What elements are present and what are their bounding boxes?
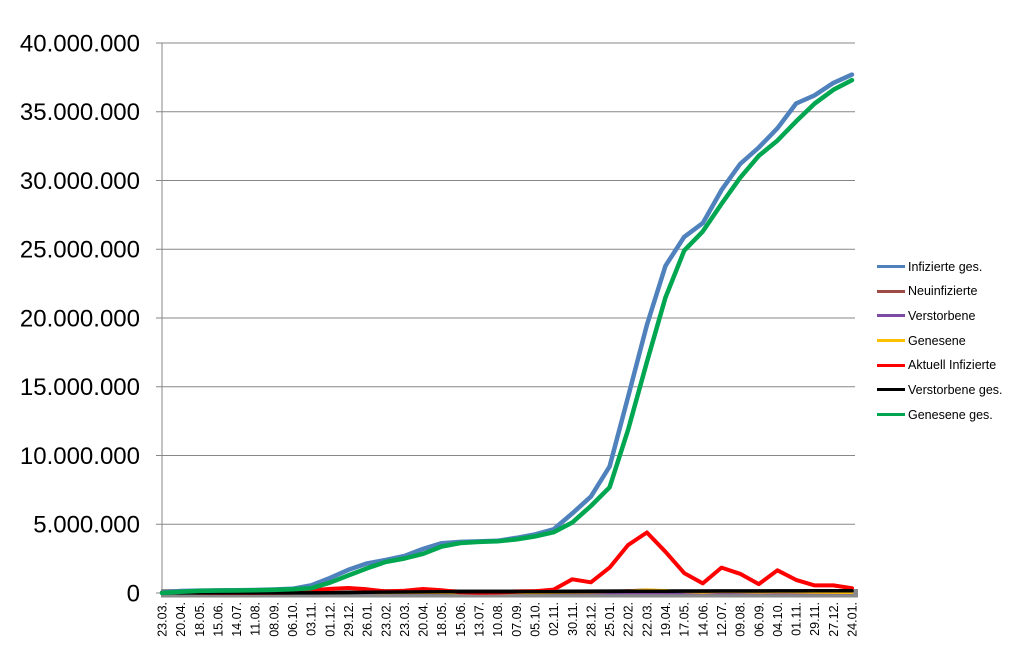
x-axis-tick-label: 08.09. — [267, 602, 281, 637]
x-axis-tick-label: 14.06. — [696, 602, 710, 637]
x-axis-tick-label: 17.05. — [678, 602, 692, 637]
series-line-genesene-ges — [159, 77, 855, 596]
legend-label: Neuinfizierte — [908, 284, 978, 299]
x-axis-tick-label: 06.09. — [752, 602, 766, 637]
legend-label: Aktuell Infizierte — [908, 358, 997, 373]
series-line-infizierte-ges — [159, 72, 855, 595]
x-axis-tick-label: 05.10. — [528, 602, 542, 637]
series-line-verstorbene-ges — [160, 588, 854, 595]
x-axis-tick-label: 01.12. — [323, 602, 337, 637]
x-axis-tick-label: 18.05. — [193, 602, 207, 637]
x-axis-tick-label: 29.12. — [342, 602, 356, 637]
y-axis-tick-label: 5.000.000 — [33, 512, 140, 539]
x-axis-tick-label: 24.01. — [846, 602, 860, 637]
y-axis-tick-label: 10.000.000 — [20, 443, 140, 470]
legend-item-verstorbene: Verstorbene — [877, 307, 1003, 324]
y-axis-tick-label: 0 — [127, 580, 140, 607]
x-axis-tick-label: 11.08. — [249, 602, 263, 636]
x-axis-tick-label: 26.01. — [361, 602, 375, 637]
x-axis-tick-label: 02.11. — [547, 602, 561, 636]
legend-label: Verstorbene — [908, 308, 976, 323]
x-axis-tick-label: 15.06. — [454, 602, 468, 637]
x-axis-tick-label: 12.07. — [715, 602, 729, 637]
x-axis-tick-label: 27.12. — [827, 602, 841, 637]
legend-item-infizierte-ges: Infizierte ges. — [877, 258, 1003, 275]
x-axis-tick-label: 23.03. — [398, 602, 412, 637]
x-axis-tick-label: 14.07. — [230, 602, 244, 637]
x-axis-tick-label: 23.03. — [156, 602, 170, 637]
legend-item-genesene-ges: Genesene ges. — [877, 406, 1003, 423]
legend-swatch-genesene — [877, 339, 905, 343]
x-axis-tick-label: 06.10. — [286, 602, 300, 637]
x-axis-tick-label: 22.03. — [640, 602, 654, 637]
x-axis-tick-label: 07.09. — [510, 602, 524, 637]
y-axis-tick-label: 40.000.000 — [20, 30, 140, 57]
x-axis-tick-label: 28.12. — [584, 602, 598, 637]
x-axis-tick-label: 30.11. — [566, 602, 580, 636]
y-axis-tick-label: 25.000.000 — [20, 237, 140, 264]
legend-swatch-verstorbene-ges — [877, 388, 905, 392]
y-axis-tick-label: 15.000.000 — [20, 374, 140, 401]
legend-label: Infizierte ges. — [908, 259, 983, 274]
x-axis-tick-label: 25.01. — [603, 602, 617, 637]
legend-swatch-verstorbene — [877, 314, 905, 318]
legend-label: Genesene — [908, 333, 966, 348]
x-axis-tick-label: 04.10. — [771, 602, 785, 637]
x-axis-tick-label: 19.04. — [659, 602, 673, 637]
legend-item-genesene: Genesene — [877, 332, 1003, 349]
y-axis-tick-label: 35.000.000 — [20, 99, 140, 126]
legend-swatch-genesene-ges — [877, 413, 905, 417]
legend-swatch-infizierte-ges — [877, 265, 905, 268]
legend-label: Verstorbene ges. — [908, 382, 1003, 397]
legend-swatch-neuinfizierte — [877, 289, 905, 293]
x-axis-tick-label: 09.08. — [734, 602, 748, 637]
x-axis-tick-label: 20.04. — [174, 602, 188, 637]
x-axis-tick-label: 03.11. — [305, 602, 319, 636]
legend-item-neuinfizierte: Neuinfizierte — [877, 283, 1003, 300]
x-axis-tick-label: 23.02. — [379, 602, 393, 637]
legend-label: Genesene ges. — [908, 407, 993, 422]
x-axis-tick-label: 15.06. — [211, 602, 225, 637]
x-axis-tick-label: 01.11. — [790, 602, 804, 636]
x-axis-tick-label: 13.07. — [473, 602, 487, 637]
legend-item-verstorbene-ges: Verstorbene ges. — [877, 381, 1003, 398]
x-axis-tick-label: 20.04. — [417, 602, 431, 637]
legend: Infizierte ges. Neuinfizierte Verstorbene G… — [877, 258, 1003, 431]
x-axis-tick-label: 18.05. — [435, 602, 449, 637]
x-axis-tick-label: 10.08. — [491, 602, 505, 637]
y-axis-tick-label: 30.000.000 — [20, 168, 140, 195]
x-axis-tick-label: 29.11. — [808, 602, 822, 636]
y-axis-tick-label: 20.000.000 — [20, 305, 140, 332]
legend-item-aktuell-infizierte: Aktuell Infizierte — [877, 357, 1003, 374]
x-axis-tick-label: 22.02. — [622, 602, 636, 637]
legend-swatch-aktuell-infizierte — [877, 363, 905, 367]
